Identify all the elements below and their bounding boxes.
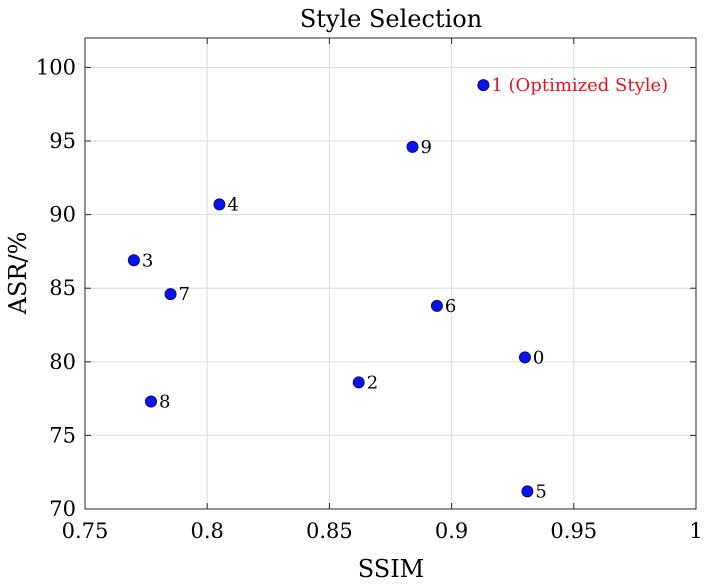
- x-axis-label: SSIM: [358, 555, 425, 583]
- scatter-point: [521, 485, 534, 498]
- scatter-point: [127, 254, 140, 267]
- y-tick-label: 100: [36, 55, 76, 79]
- plot-frame: [84, 37, 697, 510]
- x-tick-label: 0.85: [306, 519, 353, 543]
- y-tick-label: 75: [49, 423, 76, 447]
- point-label: 6: [445, 296, 456, 317]
- grid-layer: [85, 38, 696, 509]
- point-label: 1 (Optimized Style): [491, 75, 668, 96]
- point-label: 7: [179, 284, 190, 305]
- point-label: 8: [159, 392, 170, 413]
- x-tick-label: 0.9: [435, 519, 468, 543]
- point-label: 2: [367, 372, 378, 393]
- y-tick-label: 85: [49, 276, 76, 300]
- y-tick-label: 90: [49, 203, 76, 227]
- point-label: 4: [227, 194, 238, 215]
- scatter-point: [164, 288, 177, 301]
- scatter-point: [477, 79, 490, 92]
- x-tick-label: 0.95: [550, 519, 597, 543]
- scatter-point: [518, 351, 531, 364]
- scatter-point: [406, 140, 419, 153]
- y-tick-label: 95: [49, 129, 76, 153]
- point-label: 5: [535, 481, 546, 502]
- y-tick-label: 70: [49, 497, 76, 521]
- x-tick-label: 0.75: [62, 519, 109, 543]
- point-label: 9: [420, 137, 431, 158]
- scatter-point: [430, 299, 443, 312]
- scatter-point: [352, 376, 365, 389]
- x-tick-label: 0.8: [190, 519, 223, 543]
- y-tick-label: 80: [49, 350, 76, 374]
- scatter-point: [144, 395, 157, 408]
- point-label: 3: [142, 250, 153, 271]
- point-label: 0: [533, 347, 544, 368]
- x-tick-label: 1: [689, 519, 702, 543]
- y-axis-label: ASR/%: [4, 232, 32, 316]
- point-layer: 1 (Optimized Style) 9 4 3 7 6 0 2 8 5: [127, 75, 668, 502]
- chart-title: Style Selection: [300, 5, 482, 33]
- scatter-point: [213, 198, 226, 211]
